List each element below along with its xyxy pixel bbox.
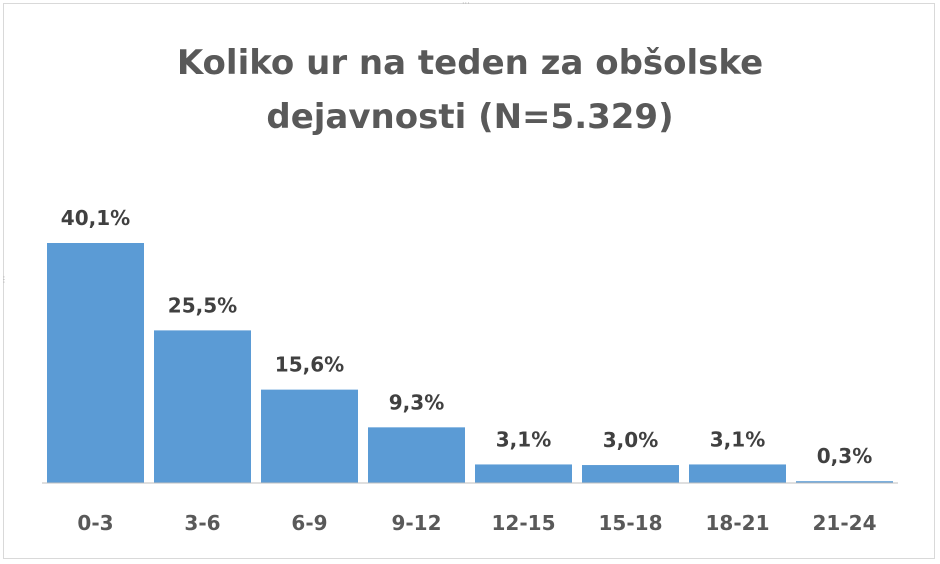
bar-12-15[interactable] xyxy=(475,464,572,483)
resize-handle-top[interactable]: ··· xyxy=(462,0,470,8)
chart-title-line-1: Koliko ur na teden za obšolske xyxy=(176,43,764,83)
resize-handle-left[interactable]: ⋮ xyxy=(0,275,8,284)
bar-18-21[interactable] xyxy=(689,464,786,483)
data-labels-group: 40,1% 25,5% 15,6% 9,3% 3,1% 3,0% 3,1% 0,3% xyxy=(61,206,872,468)
data-label-21-24: 0,3% xyxy=(817,444,872,468)
bar-9-12[interactable] xyxy=(368,427,465,483)
data-label-6-9: 15,6% xyxy=(275,353,344,377)
bar-3-6[interactable] xyxy=(154,330,251,483)
x-tick-label-6-9: 6-9 xyxy=(291,511,327,535)
x-tick-label-3-6: 3-6 xyxy=(184,511,220,535)
bars-group xyxy=(47,243,893,483)
x-tick-label-9-12: 9-12 xyxy=(391,511,441,535)
bar-0-3[interactable] xyxy=(47,243,144,483)
data-label-3-6: 25,5% xyxy=(168,293,237,317)
bar-21-24[interactable] xyxy=(796,481,893,483)
data-label-18-21: 3,1% xyxy=(710,427,765,451)
data-label-12-15: 3,1% xyxy=(496,427,551,451)
x-tick-label-0-3: 0-3 xyxy=(77,511,113,535)
bar-15-18[interactable] xyxy=(582,465,679,483)
x-tick-label-21-24: 21-24 xyxy=(813,511,877,535)
data-label-9-12: 9,3% xyxy=(389,390,444,414)
x-tick-label-15-18: 15-18 xyxy=(599,511,663,535)
data-label-0-3: 40,1% xyxy=(61,206,130,230)
data-label-15-18: 3,0% xyxy=(603,428,658,452)
x-tick-label-12-15: 12-15 xyxy=(492,511,556,535)
tick-labels-group: 0-3 3-6 6-9 9-12 12-15 15-18 18-21 21-24 xyxy=(77,511,876,535)
chart-title: Koliko ur na teden za obšolske dejavnost… xyxy=(0,36,940,144)
chart-title-line-2: dejavnosti (N=5.329) xyxy=(266,97,674,137)
x-tick-label-18-21: 18-21 xyxy=(706,511,770,535)
bar-6-9[interactable] xyxy=(261,389,358,483)
